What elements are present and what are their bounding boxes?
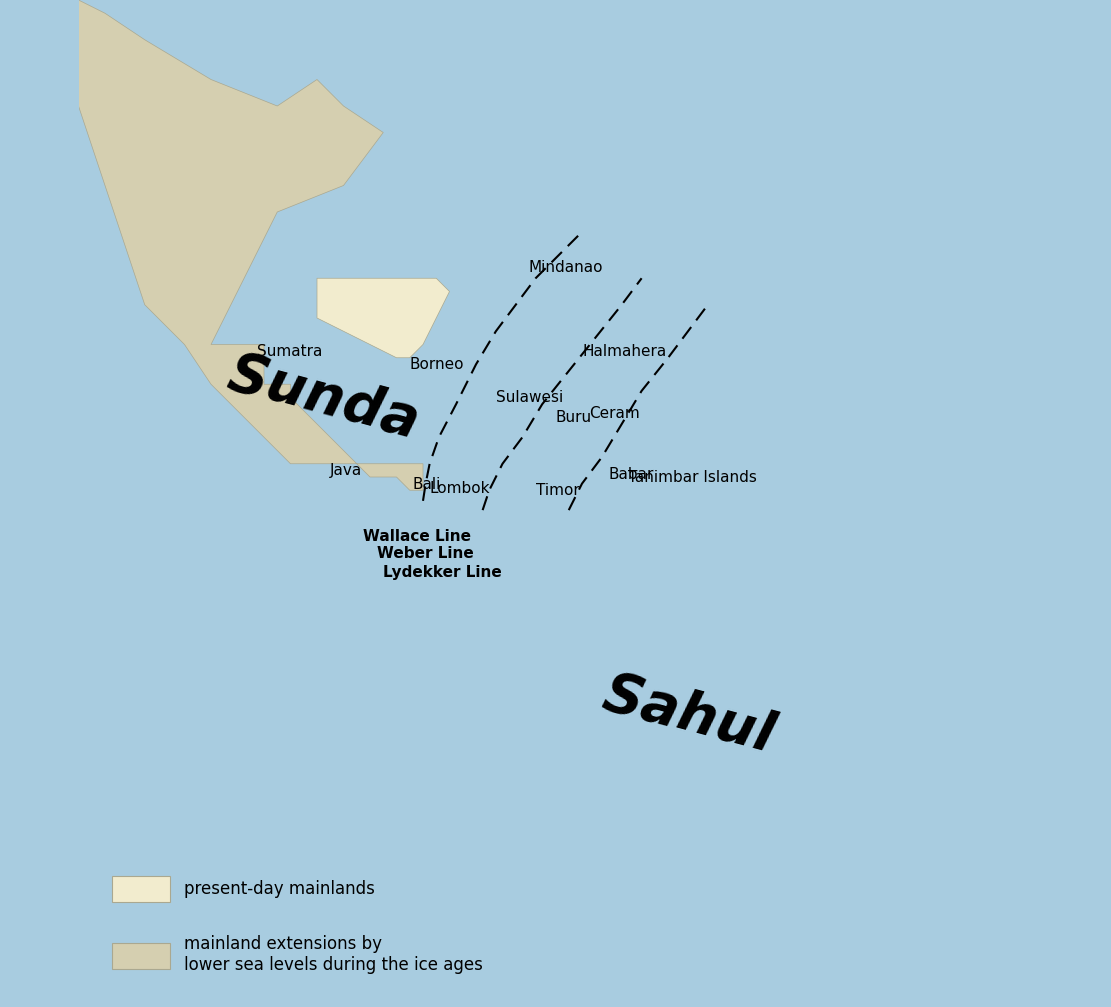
Text: Wallace Line: Wallace Line — [363, 529, 471, 544]
Text: Java: Java — [330, 463, 362, 478]
Text: Bali: Bali — [412, 477, 441, 492]
Text: Babar: Babar — [609, 467, 654, 482]
Text: Tanimbar Islands: Tanimbar Islands — [629, 469, 758, 484]
Text: Borneo: Borneo — [410, 356, 464, 372]
Text: Ceram: Ceram — [589, 406, 639, 421]
Polygon shape — [317, 278, 450, 357]
Text: Sahul: Sahul — [597, 667, 780, 764]
Polygon shape — [79, 0, 423, 490]
Text: Mindanao: Mindanao — [529, 260, 603, 275]
Text: Sumatra: Sumatra — [258, 343, 323, 358]
Text: Lydekker Line: Lydekker Line — [383, 565, 502, 580]
Text: Sulawesi: Sulawesi — [496, 390, 563, 405]
Text: Lombok: Lombok — [430, 481, 490, 496]
Text: Timor: Timor — [536, 482, 579, 497]
Text: Sunda: Sunda — [222, 346, 426, 449]
Text: Buru: Buru — [556, 410, 592, 425]
Text: Halmahera: Halmahera — [582, 343, 667, 358]
Text: Weber Line: Weber Line — [377, 547, 473, 561]
Legend: present-day mainlands, mainland extensions by
lower sea levels during the ice ag: present-day mainlands, mainland extensio… — [87, 851, 508, 999]
